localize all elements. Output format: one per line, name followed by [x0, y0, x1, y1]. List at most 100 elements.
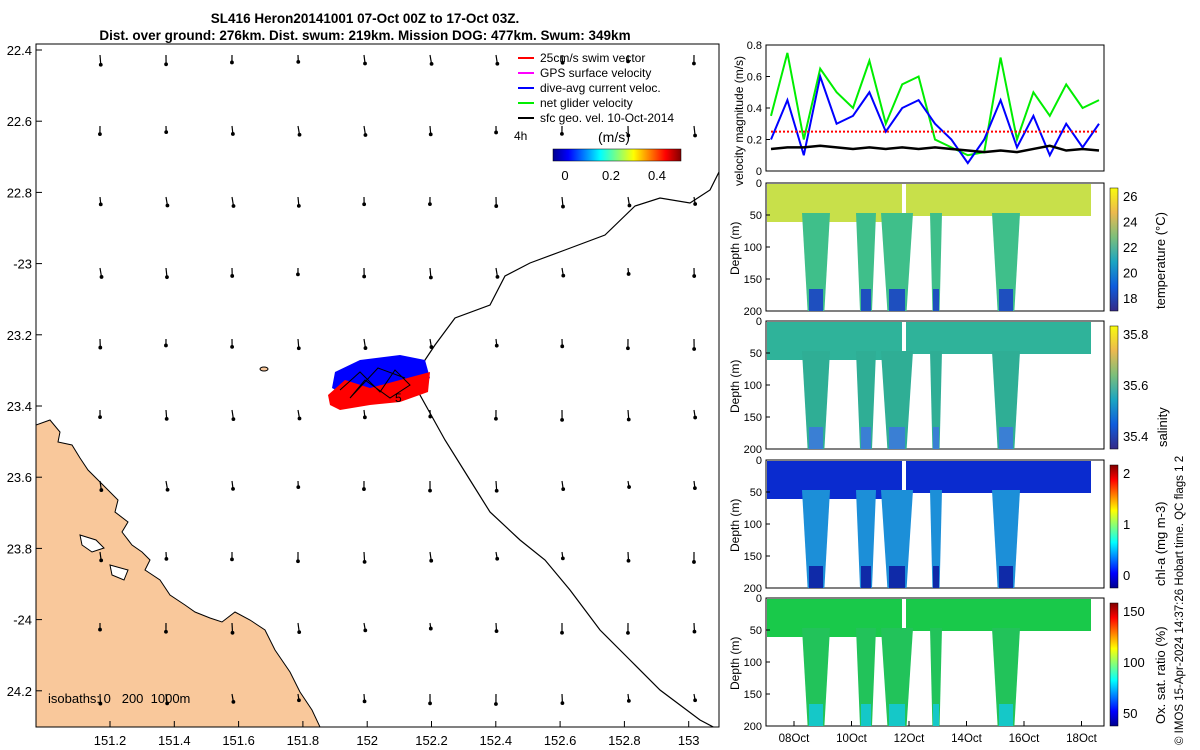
- time-tick-label: 08Oct: [779, 733, 810, 745]
- arrow-head: [165, 701, 170, 706]
- arrow-head: [230, 630, 235, 635]
- isobaths-note: isobaths: 0 200 1000m: [48, 691, 190, 706]
- map-frame: [35, 43, 720, 728]
- arrow-head: [165, 487, 170, 492]
- arrow-head: [164, 130, 169, 134]
- latitude-ticks: 22.4 22.6 22.8 -23 23.2 23.4 23.6 23.8 -24 24.2: [7, 43, 42, 699]
- arrow-head: [98, 345, 103, 350]
- isobath-line: [414, 171, 719, 727]
- arrow-head: [98, 202, 103, 207]
- chart-title-line2: Dist. over ground: 276km. Dist. swum: 21…: [99, 28, 631, 43]
- arrow-head: [693, 698, 698, 703]
- timeseries-panels: 0 0.2 0.4 0.6 0.8 velocity magnitude (m/s) 0…: [728, 40, 1186, 745]
- depth-tick: 200: [744, 583, 762, 595]
- arrow-head: [99, 275, 104, 279]
- lat-tick-label: 23.8: [7, 541, 32, 556]
- arrow-head: [230, 344, 235, 349]
- arrow-head: [297, 698, 301, 703]
- depth-tick: 150: [744, 689, 762, 701]
- arrow-head: [296, 203, 301, 208]
- depth-ylabel: Depth (m): [728, 360, 742, 413]
- colorbar-tick: 22: [1123, 240, 1137, 255]
- time-tick-label: 18Oct: [1066, 733, 1097, 745]
- depth-tick: 0: [756, 316, 762, 328]
- arrow-head: [561, 487, 566, 492]
- lat-tick-label: -24: [13, 613, 32, 628]
- time-tick-label: 10Oct: [836, 733, 867, 745]
- arrow-head: [165, 275, 169, 280]
- arrow-head: [297, 630, 302, 634]
- velocity-series-line: [770, 72, 1100, 165]
- lon-tick-label: 152.4: [480, 733, 513, 748]
- map-panel: 5 151.2 151.4 151.6 151.8 152 152.2 152.4 152.6…: [7, 43, 720, 748]
- colorbar-label: salinity: [1155, 407, 1170, 447]
- colorbar-tick-0: 0: [561, 168, 568, 183]
- lon-tick-label: 151.8: [287, 733, 320, 748]
- arrow-head: [428, 202, 432, 207]
- arrow-head: [164, 343, 168, 348]
- arrow-head: [494, 204, 499, 208]
- colorbar-label: temperature (°C): [1153, 212, 1168, 309]
- arrow-head: [495, 61, 500, 66]
- arrow-head: [362, 487, 366, 491]
- colorbar-label: Ox. sat. ratio (%): [1153, 626, 1168, 724]
- lat-tick-label: 22.6: [7, 114, 32, 129]
- arrow-head: [428, 132, 433, 137]
- arrow-head: [627, 485, 631, 489]
- colorbar-tick: 0: [1123, 568, 1130, 583]
- time-tick-label: 16Oct: [1009, 733, 1040, 745]
- arrow-head: [362, 274, 367, 279]
- arrow-head: [429, 62, 434, 66]
- lon-tick-label: 152.2: [415, 733, 448, 748]
- surface-velocity-arrows: [98, 54, 698, 706]
- lat-tick-label: 23.4: [7, 399, 32, 414]
- arrow-head: [164, 629, 168, 634]
- arrow-head: [362, 202, 367, 207]
- depth-tick: 100: [744, 657, 762, 669]
- depth-tick: 50: [750, 487, 762, 499]
- arrow-head: [692, 274, 697, 278]
- arrow-head: [560, 701, 565, 706]
- arrow-head: [495, 556, 500, 561]
- lon-tick-label: 151.6: [222, 733, 255, 748]
- depth-tick: 100: [744, 519, 762, 531]
- arrow-head: [363, 628, 368, 633]
- arrow-head: [692, 347, 697, 351]
- velocity-series-line: [770, 52, 1100, 157]
- depth-tick: 200: [744, 444, 762, 456]
- colorbar-tick-2: 0.4: [648, 168, 666, 183]
- arrow-head: [561, 204, 565, 209]
- depth-tick: 0: [756, 593, 762, 605]
- colorbar-label: chl-a (mg m-3): [1153, 501, 1168, 586]
- arrow-head: [494, 130, 498, 135]
- arrow-head: [164, 557, 169, 561]
- velocity-ytick: 0: [756, 166, 762, 178]
- legend-label: net glider velocity: [540, 96, 633, 110]
- arrow-head: [230, 274, 235, 278]
- arrow-head: [98, 62, 103, 67]
- colorbar-tick: 50: [1123, 706, 1137, 721]
- arrow-head: [494, 343, 499, 348]
- arrow-head: [494, 629, 499, 634]
- arrow-head: [626, 272, 631, 276]
- profile-heatmap-1: 0 50 100 150 200 Depth (m) 26 24 22 20 18 temperatu…: [728, 178, 1168, 318]
- arrow-head: [296, 346, 301, 351]
- arrow-head: [99, 488, 104, 492]
- time-label: 4h: [514, 129, 527, 143]
- arrow-head: [363, 61, 367, 66]
- arrow-head: [626, 558, 631, 563]
- profile-heatmap-3: 0 50 100 150 200 Depth (m) 2 1 0 chl-a (mg m-3): [728, 455, 1168, 595]
- arrow-head: [428, 414, 433, 419]
- depth-tick: 50: [750, 625, 762, 637]
- arrow-head: [626, 346, 630, 351]
- depth-tick: 200: [744, 721, 762, 733]
- depth-tick: 50: [750, 210, 762, 222]
- depth-tick: 150: [744, 412, 762, 424]
- arrow-head: [627, 203, 632, 208]
- arrow-head: [296, 59, 301, 64]
- velocity-ytick: 0.4: [747, 103, 762, 115]
- lon-tick-label: 151.2: [94, 733, 127, 748]
- depth-tick: 0: [756, 455, 762, 467]
- variable-colorbar: [1109, 187, 1119, 312]
